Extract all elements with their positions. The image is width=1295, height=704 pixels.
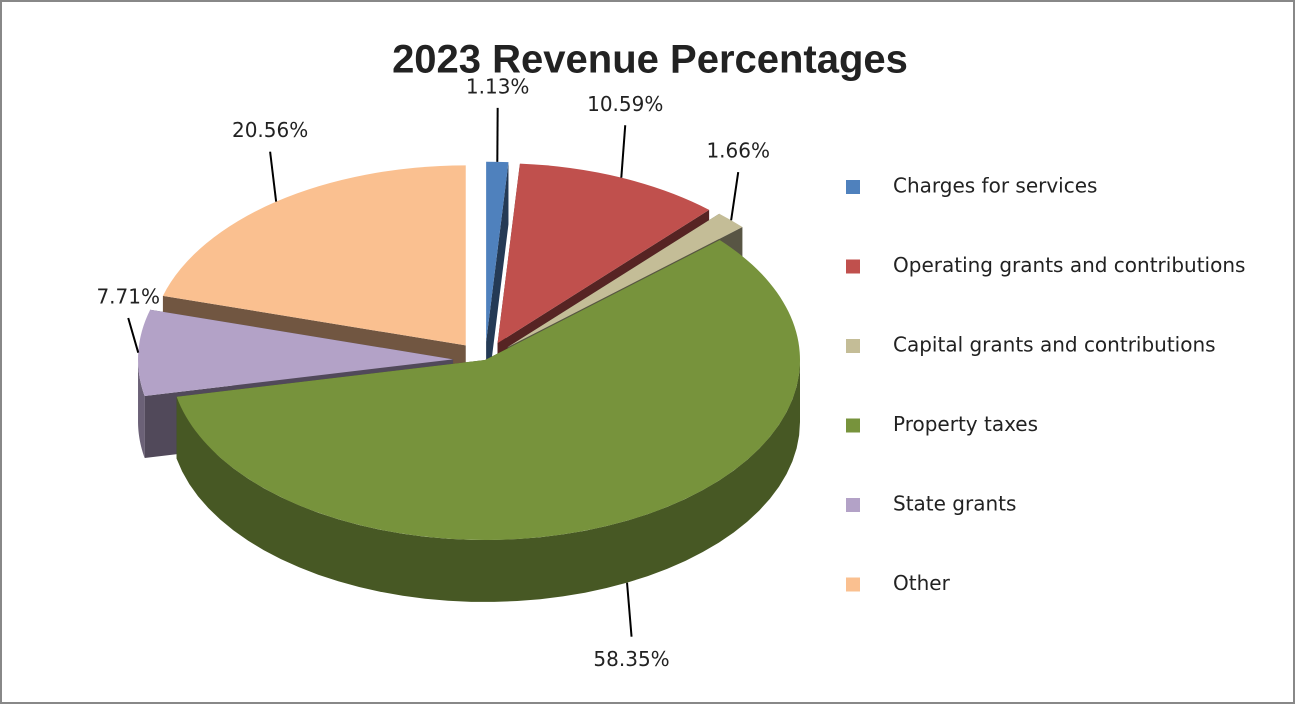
leader-line [127,317,140,353]
legend-label: Property taxes [893,412,1038,436]
legend-swatch [846,339,860,353]
slice [138,309,454,397]
slice [162,165,466,346]
leader-line [269,151,278,202]
legend-label: Charges for services [893,174,1097,198]
slice [176,239,800,602]
legend-swatch [846,498,860,512]
slice-depth [176,360,800,602]
data-label: 10.59% [587,92,663,116]
slice [486,161,509,342]
leader-line [626,582,633,637]
legend-swatch [846,418,860,433]
leader-line [620,125,627,178]
data-label: 7.71% [96,284,160,308]
legend-swatch [846,577,860,592]
data-label: 1.66% [706,139,770,163]
legend-label: State grants [893,492,1016,516]
legend-label: Operating grants and contributions [893,253,1245,277]
slice-depth [486,162,509,404]
slice [507,213,743,348]
data-label: 20.56% [232,118,308,142]
chart-title: 2023 Revenue Percentages [392,38,908,82]
slice [486,161,509,404]
data-label: 58.35% [593,647,669,671]
legend-label: Capital grants and contributions [893,333,1216,357]
slice-depth [138,359,145,459]
legend-label: Other [893,571,951,595]
data-label: 1.13% [466,74,530,98]
slice [176,239,800,541]
legend-swatch [846,259,860,274]
legend-swatch [846,180,860,194]
slice [497,163,710,344]
leader-line [730,171,740,221]
